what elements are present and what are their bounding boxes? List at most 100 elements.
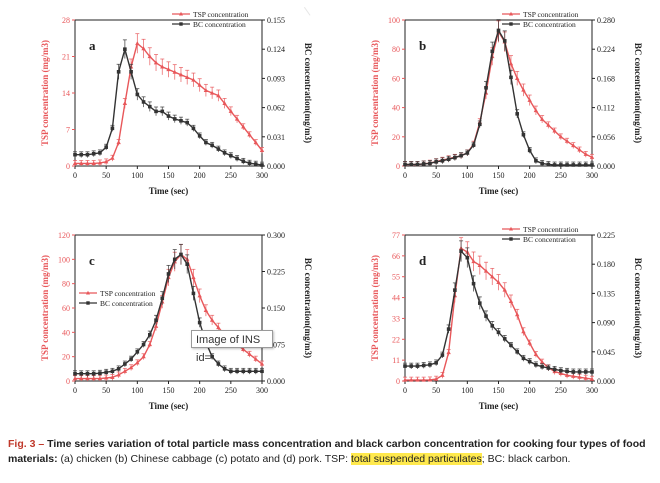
bc-point xyxy=(123,362,127,366)
tsp-point xyxy=(209,317,215,322)
x-tick-label: 0 xyxy=(403,171,407,180)
bc-point xyxy=(222,151,227,155)
bc-point xyxy=(534,158,538,163)
tsp-point xyxy=(141,46,146,51)
tsp-point xyxy=(433,376,439,381)
tsp-point xyxy=(79,376,84,381)
y-right-axis-label: BC concentration(mg/m3) xyxy=(303,258,313,358)
tsp-point xyxy=(191,77,196,82)
bc-point xyxy=(235,369,239,374)
y-right-tick-label: 0.225 xyxy=(267,268,285,277)
bc-point xyxy=(496,28,501,33)
y-left-tick-label: 20 xyxy=(62,353,70,362)
bc-point xyxy=(440,158,445,163)
tsp-point xyxy=(241,124,246,129)
y-left-axis-label: TSP concentration (mg/m3) xyxy=(40,255,50,361)
bc-point xyxy=(534,362,538,367)
bc-point xyxy=(515,350,519,354)
bc-point xyxy=(552,367,557,372)
tsp-point xyxy=(110,374,115,379)
bc-point xyxy=(453,288,457,292)
bc-point xyxy=(129,357,133,361)
x-tick-label: 100 xyxy=(461,171,473,180)
bc-point xyxy=(465,151,470,155)
tsp-point xyxy=(427,377,433,382)
bc-point xyxy=(446,327,451,331)
bc-point xyxy=(428,362,432,367)
tsp-point xyxy=(185,74,190,79)
tsp-point xyxy=(166,67,171,72)
bc-point xyxy=(415,162,420,167)
chart-panel-b: 0 50 100 150 200 250 300 0 20 40 60 80 100 0.000 0.056… xyxy=(370,10,643,196)
tsp-point xyxy=(577,374,582,379)
y-left-tick-label: 28 xyxy=(62,16,70,25)
y-right-tick-label: 0.056 xyxy=(597,133,615,142)
tsp-point xyxy=(153,323,159,328)
tsp-point xyxy=(502,287,507,292)
tsp-point xyxy=(222,101,227,106)
chart-panel-c: 0 50 100 150 200 250 300 0 20 40 60 80 100 120 0.000 0.… xyxy=(40,231,313,411)
y-right-tick-label: 0.093 xyxy=(267,74,285,83)
tsp-point xyxy=(97,376,103,381)
bc-point xyxy=(471,143,476,147)
bc-point xyxy=(160,296,165,301)
tsp-point xyxy=(153,60,159,65)
bc-point xyxy=(496,330,501,335)
legend-entry: BC concentration xyxy=(100,299,153,308)
bc-point xyxy=(253,162,258,166)
bc-point xyxy=(154,318,158,322)
x-tick-label: 50 xyxy=(102,171,110,180)
caption-body: (a) chicken (b) Chinese cabbage (c) pota… xyxy=(57,453,351,465)
panel-label: b xyxy=(419,38,426,53)
tsp-point xyxy=(91,160,96,165)
y-left-tick-label: 0 xyxy=(396,377,400,386)
x-tick-label: 200 xyxy=(524,386,536,395)
bc-point xyxy=(85,371,90,376)
tsp-point xyxy=(247,351,252,356)
tsp-point xyxy=(259,361,265,366)
x-axis-label: Time (sec) xyxy=(479,186,519,196)
legend-entry: TSP concentration xyxy=(523,225,579,234)
tsp-point xyxy=(247,132,252,137)
bc-point xyxy=(527,359,532,364)
y-left-tick-label: 0 xyxy=(396,162,400,171)
x-tick-label: 100 xyxy=(461,386,473,395)
x-tick-label: 200 xyxy=(194,386,206,395)
y-right-axis-label: BC concentration(mg/m3) xyxy=(633,43,643,143)
tsp-point xyxy=(197,82,202,87)
bc-point xyxy=(116,70,121,74)
bc-point xyxy=(260,163,264,167)
tsp-point xyxy=(564,372,570,377)
y-left-tick-label: 77 xyxy=(392,231,400,240)
y-left-tick-label: 40 xyxy=(62,328,70,337)
tsp-point xyxy=(589,376,595,381)
bc-point xyxy=(104,145,108,149)
y-left-tick-label: 100 xyxy=(58,255,70,264)
bc-point xyxy=(253,369,258,374)
bc-point xyxy=(191,291,196,296)
x-tick-label: 0 xyxy=(403,386,407,395)
tsp-point xyxy=(128,365,134,370)
bc-point xyxy=(210,354,214,359)
bc-point xyxy=(79,371,84,376)
bc-point xyxy=(73,371,77,376)
bc-point xyxy=(141,100,146,104)
y-right-tick-label: 0.045 xyxy=(597,348,615,357)
y-right-tick-label: 0.225 xyxy=(597,231,615,240)
bc-point xyxy=(484,314,488,318)
bc-point xyxy=(210,143,214,148)
bc-point xyxy=(421,162,426,166)
tooltip-text: Image of INS id= xyxy=(196,334,261,364)
y-right-tick-label: 0.155 xyxy=(267,16,285,25)
tsp-point xyxy=(421,377,426,382)
y-right-tick-label: 0.062 xyxy=(267,104,285,113)
bc-point xyxy=(229,153,233,158)
y-left-tick-label: 7 xyxy=(66,126,70,135)
y-right-tick-label: 0.135 xyxy=(597,289,615,298)
bc-point xyxy=(148,332,152,337)
caption-highlight[interactable]: total suspended particulates xyxy=(350,453,482,465)
bc-point xyxy=(216,147,221,151)
bc-point xyxy=(160,109,165,114)
tsp-point xyxy=(440,372,445,377)
bc-series-line xyxy=(405,28,592,166)
